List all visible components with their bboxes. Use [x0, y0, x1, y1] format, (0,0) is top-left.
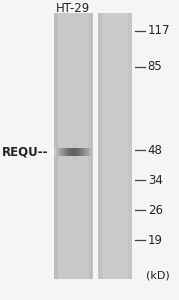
Bar — [66, 148, 67, 156]
Bar — [68, 148, 69, 156]
Bar — [83, 148, 84, 156]
Text: 34: 34 — [148, 174, 163, 187]
Bar — [75, 148, 76, 156]
Bar — [59, 148, 60, 156]
Text: (kD): (kD) — [146, 270, 170, 280]
Bar — [69, 148, 70, 156]
Bar — [98, 13, 132, 279]
Bar — [54, 13, 93, 279]
Bar — [58, 148, 59, 156]
Bar — [89, 13, 93, 279]
Text: HT-29: HT-29 — [56, 2, 91, 15]
Bar — [128, 13, 132, 279]
Bar — [77, 148, 78, 156]
Bar — [78, 148, 79, 156]
Bar — [54, 148, 55, 156]
Bar — [73, 148, 74, 156]
Bar — [80, 148, 81, 156]
Text: REQU--: REQU-- — [2, 146, 48, 158]
Text: 48: 48 — [148, 144, 163, 157]
Bar — [74, 148, 75, 156]
Bar — [91, 148, 92, 156]
Bar — [55, 148, 56, 156]
Bar — [81, 148, 82, 156]
Bar — [61, 148, 62, 156]
Text: 19: 19 — [148, 234, 163, 247]
Bar — [60, 148, 61, 156]
Bar — [57, 148, 58, 156]
Bar — [64, 148, 66, 156]
Bar — [54, 13, 58, 279]
Bar — [62, 148, 63, 156]
Bar — [86, 148, 87, 156]
Bar — [89, 148, 90, 156]
Bar — [67, 148, 68, 156]
Text: 26: 26 — [148, 204, 163, 217]
Bar — [71, 148, 72, 156]
Bar — [85, 148, 86, 156]
Bar — [98, 13, 103, 279]
Bar — [87, 148, 88, 156]
Bar — [84, 148, 85, 156]
Text: 117: 117 — [148, 24, 170, 37]
Bar — [79, 148, 80, 156]
Text: 85: 85 — [148, 60, 162, 73]
Bar — [82, 148, 83, 156]
Bar — [63, 148, 64, 156]
Bar — [76, 148, 77, 156]
Bar — [88, 148, 89, 156]
Bar — [56, 148, 57, 156]
Bar — [92, 148, 93, 156]
Bar — [72, 148, 73, 156]
Bar — [90, 148, 91, 156]
